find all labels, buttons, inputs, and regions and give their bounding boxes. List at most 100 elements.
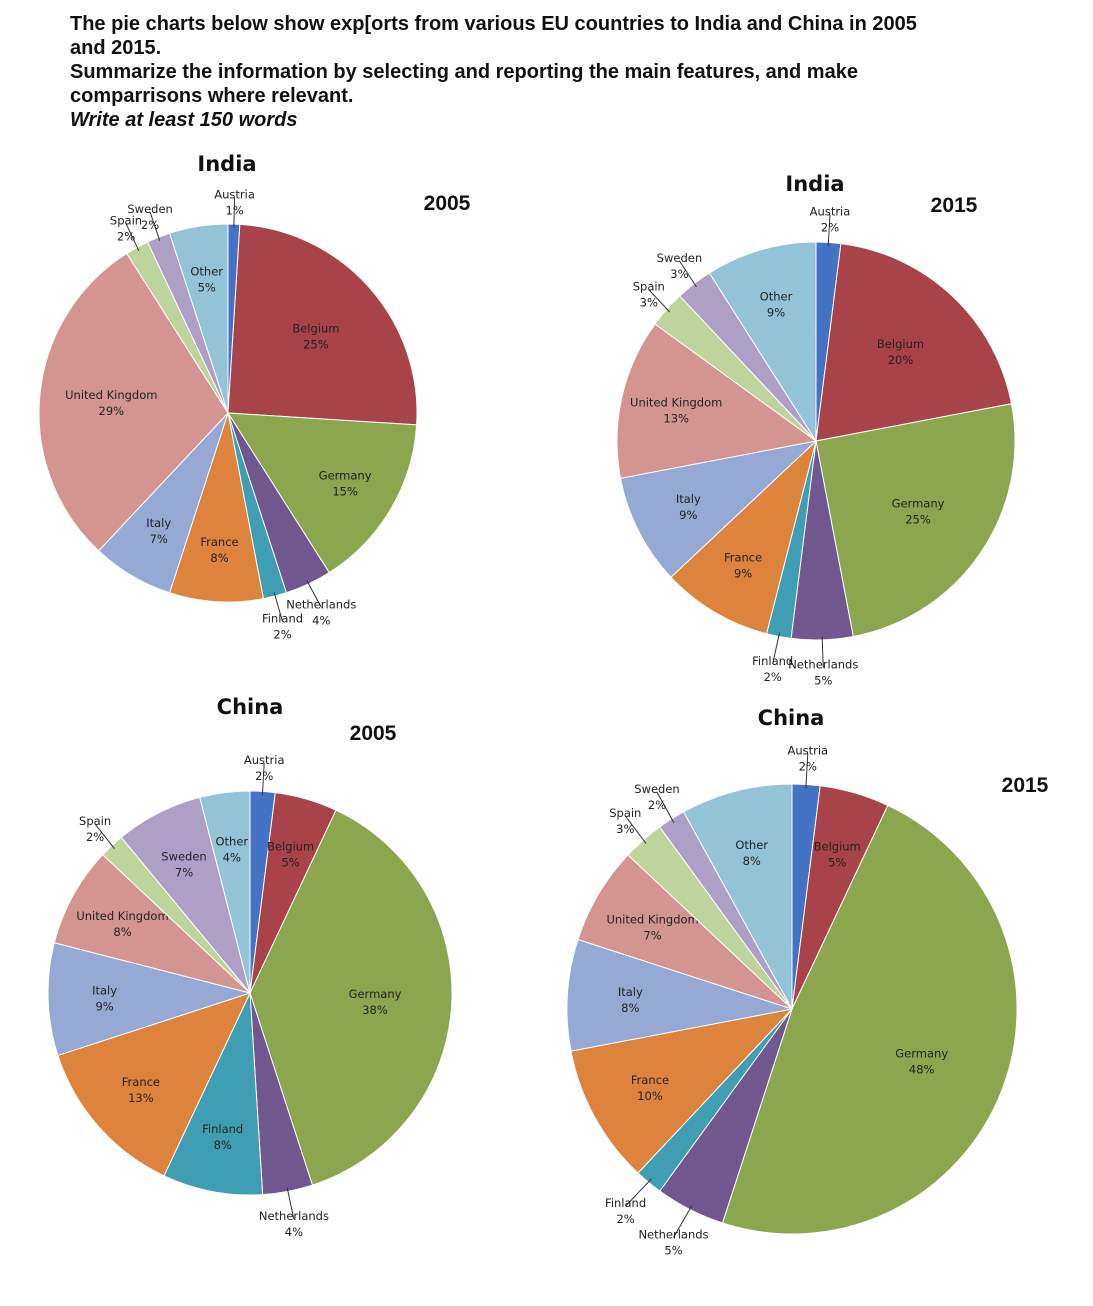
slice-label-united-kingdom: United Kingdom — [606, 913, 698, 927]
slice-value-other: 4% — [223, 851, 241, 865]
slice-value-netherlands: 4% — [285, 1225, 303, 1239]
slice-value-netherlands: 4% — [312, 613, 330, 627]
pie-title: India — [197, 152, 256, 176]
slice-value-germany: 15% — [332, 484, 358, 498]
slice-label-belgium: Belgium — [267, 839, 314, 853]
slice-united-kingdom — [38, 252, 229, 552]
slice-label-france: France — [631, 1073, 669, 1087]
leader-line — [261, 763, 265, 796]
slice-germany — [249, 809, 453, 1186]
leader-line — [656, 791, 675, 824]
slice-value-spain: 2% — [117, 230, 135, 244]
slice-label-finland: Finland — [605, 1196, 646, 1210]
slice-value-france: 9% — [734, 566, 752, 580]
slice-value-belgium: 25% — [303, 338, 329, 352]
pie-year-label: 2005 — [424, 192, 471, 215]
slice-value-sweden: 2% — [648, 798, 666, 812]
slice-value-united-kingdom: 8% — [113, 925, 131, 939]
slice-label-france: France — [724, 550, 762, 564]
slice-value-united-kingdom: 29% — [99, 404, 125, 418]
slice-label-other: Other — [215, 835, 248, 849]
leader-line — [286, 1187, 295, 1220]
slice-value-united-kingdom: 7% — [643, 929, 661, 943]
slice-label-germany: Germany — [892, 496, 945, 510]
leader-line — [805, 753, 809, 789]
slice-value-spain: 3% — [616, 822, 634, 836]
slice-label-germany: Germany — [349, 987, 402, 1001]
slice-value-italy: 7% — [150, 532, 168, 546]
slice-value-austria: 1% — [225, 203, 243, 217]
slice-italy — [47, 942, 252, 1057]
slice-label-austria: Austria — [810, 205, 851, 219]
task-prompt: The pie charts below show exp[orts from … — [70, 12, 1070, 132]
slice-label-spain: Spain — [633, 280, 665, 294]
slice-value-austria: 2% — [821, 221, 839, 235]
slice-united-kingdom — [53, 854, 251, 994]
slice-united-kingdom — [616, 323, 818, 479]
slice-label-austria: Austria — [244, 753, 285, 767]
slice-value-france: 10% — [637, 1089, 663, 1103]
slice-belgium — [815, 243, 1013, 442]
slice-value-sweden: 3% — [670, 267, 688, 281]
slice-label-italy: Italy — [618, 985, 643, 999]
prompt-line-2: and 2015. — [70, 37, 162, 59]
slice-label-belgium: Belgium — [292, 322, 339, 336]
leader-line — [94, 823, 115, 850]
slice-label-france: France — [200, 535, 238, 549]
slice-label-france: France — [122, 1075, 160, 1089]
pie-title: China — [758, 706, 825, 730]
slice-value-netherlands: 5% — [814, 674, 832, 688]
slice-label-austria: Austria — [214, 187, 255, 201]
slice-value-germany: 25% — [905, 512, 931, 526]
leader-line — [827, 214, 831, 247]
prompt-line-4: comparrisons where relevant. — [70, 85, 354, 107]
slice-value-other: 8% — [743, 854, 761, 868]
slice-france — [57, 992, 251, 1177]
leader-line — [149, 212, 161, 241]
slice-value-germany: 38% — [362, 1003, 388, 1017]
leader-line — [772, 632, 780, 664]
slice-label-united-kingdom: United Kingdom — [65, 388, 157, 402]
slice-value-sweden: 7% — [175, 865, 193, 879]
slice-label-united-kingdom: United Kingdom — [630, 396, 722, 410]
slice-value-france: 8% — [210, 551, 228, 565]
slice-germany — [227, 412, 418, 574]
slice-value-austria: 2% — [799, 760, 817, 774]
slice-value-netherlands: 5% — [664, 1244, 682, 1258]
slice-value-belgium: 5% — [828, 855, 846, 869]
slice-germany — [815, 403, 1016, 638]
slice-other — [168, 223, 229, 414]
slice-label-sweden: Sweden — [127, 202, 172, 216]
slice-value-sweden: 2% — [141, 218, 159, 232]
slice-value-other: 9% — [767, 305, 785, 319]
leader-line — [678, 260, 697, 288]
leader-line — [648, 289, 671, 313]
slice-label-netherlands: Netherlands — [286, 597, 356, 611]
slice-label-other: Other — [735, 838, 768, 852]
slice-label-belgium: Belgium — [877, 337, 924, 351]
pie-year-label: 2005 — [350, 722, 397, 745]
slice-other — [199, 790, 251, 994]
slice-value-italy: 8% — [621, 1001, 639, 1015]
slice-finland — [163, 992, 264, 1196]
slice-label-finland: Finland — [752, 654, 793, 668]
slice-label-sweden: Sweden — [161, 849, 206, 863]
slice-other — [708, 241, 817, 443]
leader-line — [233, 197, 236, 228]
slice-value-belgium: 5% — [281, 855, 299, 869]
slice-value-belgium: 20% — [888, 353, 914, 367]
slice-germany — [721, 804, 1018, 1235]
leader-line — [273, 592, 283, 622]
leader-line — [625, 1178, 652, 1207]
slice-label-belgium: Belgium — [814, 839, 861, 853]
slice-value-finland: 2% — [273, 627, 291, 641]
pie-title: India — [785, 172, 844, 196]
slice-value-spain: 3% — [640, 296, 658, 310]
slice-value-finland: 2% — [616, 1212, 634, 1226]
slice-label-italy: Italy — [92, 984, 117, 998]
leader-line — [125, 223, 140, 251]
slice-label-finland: Finland — [202, 1122, 243, 1136]
slice-label-austria: Austria — [787, 744, 828, 758]
slice-label-spain: Spain — [110, 214, 142, 228]
pie-year-label: 2015 — [1002, 774, 1049, 797]
